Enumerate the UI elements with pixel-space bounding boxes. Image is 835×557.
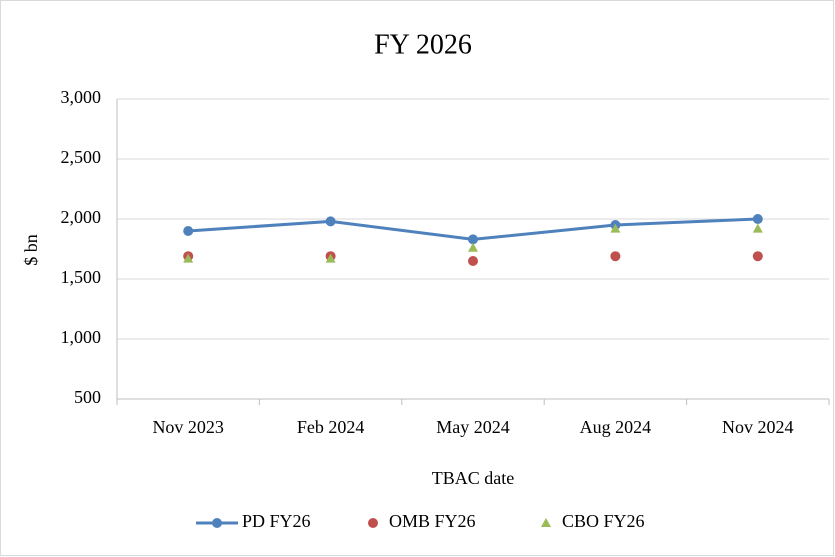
legend-marker — [541, 518, 551, 527]
data-point — [468, 234, 478, 245]
y-tick-label: 1,000 — [61, 327, 102, 347]
y-tick-label: 1,500 — [61, 267, 102, 287]
data-point — [752, 251, 763, 262]
y-axis-label: $ bn — [21, 234, 41, 266]
data-point — [752, 223, 763, 233]
x-tick-label: Nov 2024 — [722, 417, 794, 437]
y-tick-label: 3,000 — [61, 87, 102, 107]
data-point — [610, 223, 621, 233]
data-point — [325, 216, 336, 227]
y-tick-label: 500 — [74, 387, 101, 407]
x-tick-label: Nov 2023 — [152, 417, 224, 437]
x-axis-label: TBAC date — [432, 468, 515, 488]
y-tick-label: 2,000 — [61, 207, 102, 227]
legend-label: OMB FY26 — [389, 511, 476, 531]
legend-marker — [368, 518, 378, 528]
data-point — [468, 242, 478, 252]
data-point — [468, 256, 478, 266]
y-tick-label: 2,500 — [61, 147, 102, 167]
x-tick-label: Feb 2024 — [297, 417, 365, 437]
chart-title: FY 2026 — [374, 29, 472, 60]
legend-label: CBO FY26 — [562, 511, 645, 531]
x-tick-label: Aug 2024 — [580, 417, 652, 437]
data-point — [183, 253, 194, 263]
data-point — [610, 251, 621, 262]
data-point — [752, 214, 763, 224]
data-point — [183, 226, 194, 236]
x-tick-label: May 2024 — [436, 417, 510, 437]
data-point — [325, 253, 336, 263]
legend-label: PD FY26 — [242, 511, 311, 531]
legend-marker — [212, 518, 222, 528]
